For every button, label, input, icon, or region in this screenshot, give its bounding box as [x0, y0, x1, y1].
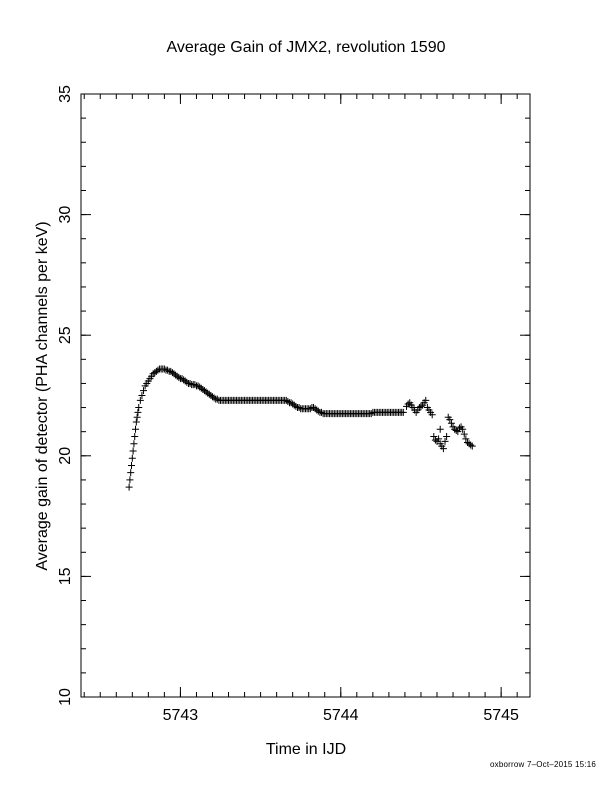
- data-point: [404, 400, 412, 408]
- x-tick-label: 5743: [163, 707, 199, 724]
- data-point: [436, 425, 444, 433]
- data-point: [128, 454, 136, 462]
- x-axis-label: Time in IJD: [266, 741, 346, 758]
- chart-title: Average Gain of JMX2, revolution 1590: [167, 39, 446, 56]
- data-point: [462, 435, 470, 443]
- x-tick-label: 5744: [323, 707, 359, 724]
- data-point: [443, 433, 451, 441]
- data-point: [127, 469, 135, 477]
- data-point: [367, 410, 375, 418]
- data-point: [454, 428, 462, 436]
- data-point: [191, 381, 199, 389]
- data-point: [130, 440, 138, 448]
- plot-frame: [80, 93, 531, 698]
- data-point: [455, 424, 463, 432]
- data-point: [428, 411, 436, 419]
- data-point: [210, 394, 218, 402]
- data-point: [430, 433, 438, 441]
- data-point: [441, 437, 449, 445]
- data-point: [128, 461, 136, 469]
- y-tick-label: 10: [57, 688, 74, 706]
- data-point: [295, 404, 303, 412]
- data-point: [292, 402, 300, 410]
- x-tick-label: 5745: [483, 707, 519, 724]
- plot-axes: 5743 5744 5745 10 15 20 25 30 35: [57, 85, 531, 724]
- data-point: [446, 416, 454, 424]
- data-points: [125, 365, 476, 491]
- data-point: [447, 419, 455, 427]
- data-point: [132, 418, 140, 426]
- data-point: [140, 387, 148, 395]
- data-point: [125, 483, 133, 491]
- data-point: [284, 398, 292, 406]
- data-point: [318, 408, 326, 416]
- data-point: [160, 365, 168, 373]
- data-point: [126, 476, 134, 484]
- data-point: [460, 430, 468, 438]
- data-point: [439, 445, 447, 453]
- data-point: [399, 408, 407, 416]
- data-point: [154, 366, 162, 374]
- data-point: [468, 442, 476, 450]
- data-point: [459, 425, 467, 433]
- y-tick-label: 25: [57, 326, 74, 344]
- y-tick-label: 15: [57, 567, 74, 585]
- data-point: [134, 408, 142, 416]
- data-point: [186, 379, 194, 387]
- data-point: [183, 378, 191, 386]
- data-point: [431, 436, 439, 444]
- data-point: [467, 441, 475, 449]
- y-axis-label: Average gain of detector (PHA channels p…: [34, 221, 51, 570]
- data-point: [132, 425, 140, 433]
- data-point: [136, 396, 144, 404]
- data-point: [175, 373, 183, 381]
- data-point: [435, 435, 443, 443]
- data-point: [213, 395, 221, 403]
- data-point: [422, 396, 430, 404]
- footer-credit: oxborrow 7–Oct–2015 15:16: [490, 760, 596, 769]
- data-point: [314, 407, 322, 415]
- data-point: [131, 433, 139, 441]
- y-tick-label: 35: [57, 85, 74, 103]
- y-tick-label: 30: [57, 206, 74, 224]
- y-tick-label: 20: [57, 447, 74, 465]
- data-point: [164, 366, 172, 374]
- data-point: [133, 413, 141, 421]
- data-point: [417, 402, 425, 410]
- data-point: [138, 392, 146, 399]
- data-point: [129, 447, 137, 455]
- data-point: [135, 404, 143, 412]
